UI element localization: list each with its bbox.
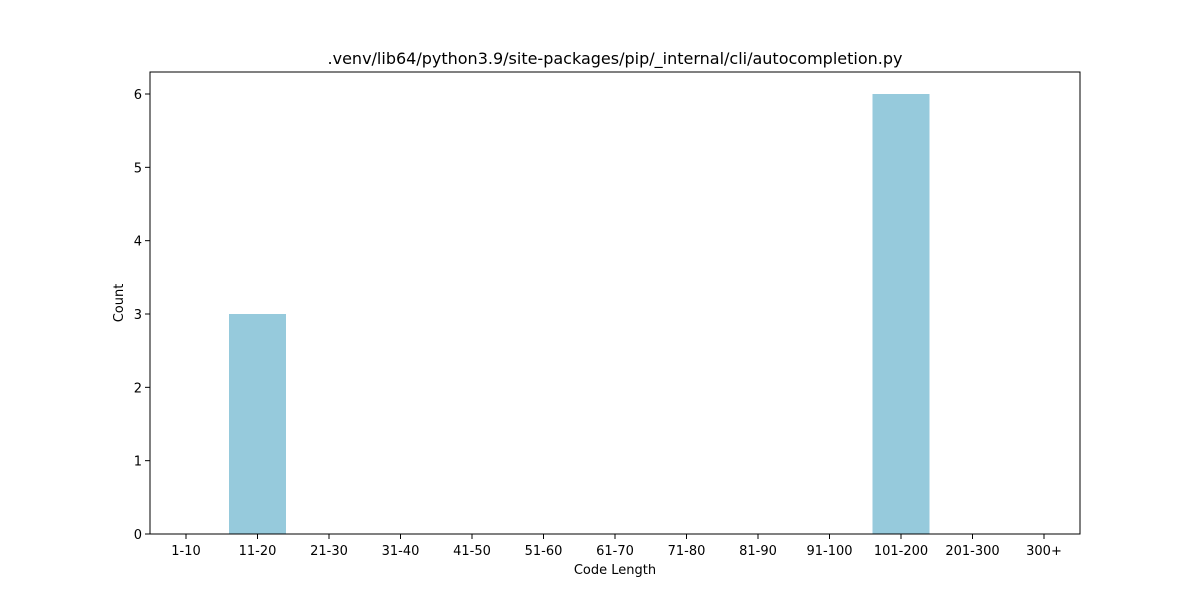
y-tick-label: 0 xyxy=(134,528,142,543)
y-tick-label: 3 xyxy=(134,308,142,323)
x-tick-label: 61-70 xyxy=(596,544,634,559)
x-tick-label: 300+ xyxy=(1026,544,1062,559)
y-tick-label: 1 xyxy=(134,455,142,470)
bars-group xyxy=(229,94,930,534)
y-tick-label: 2 xyxy=(134,381,142,396)
x-axis-label: Code Length xyxy=(574,563,656,578)
y-axis: 0 1 2 3 4 5 6 xyxy=(134,88,150,543)
y-tick-label: 4 xyxy=(134,235,142,250)
x-axis: 1-10 11-20 21-30 31-40 41-50 51-60 61-70 71-80 8… xyxy=(171,534,1062,559)
plot-frame xyxy=(149,71,1081,535)
x-tick-label: 21-30 xyxy=(310,544,348,559)
x-tick-label: 41-50 xyxy=(453,544,491,559)
y-tick-label: 6 xyxy=(134,88,142,103)
y-tick-label: 5 xyxy=(134,161,142,176)
x-tick-label: 71-80 xyxy=(668,544,706,559)
x-tick-label: 101-200 xyxy=(874,544,928,559)
x-tick-label: 31-40 xyxy=(382,544,420,559)
x-tick-label: 81-90 xyxy=(739,544,777,559)
x-tick-label: 51-60 xyxy=(525,544,563,559)
x-tick-label: 91-100 xyxy=(806,544,852,559)
x-tick-label: 1-10 xyxy=(171,544,201,559)
x-tick-label: 201-300 xyxy=(945,544,999,559)
x-tick-label: 11-20 xyxy=(239,544,277,559)
y-axis-label: Count xyxy=(112,284,127,323)
bar-11-20 xyxy=(229,314,286,534)
bar-101-200 xyxy=(872,94,930,534)
chart-title: .venv/lib64/python3.9/site-packages/pip/… xyxy=(328,49,903,69)
